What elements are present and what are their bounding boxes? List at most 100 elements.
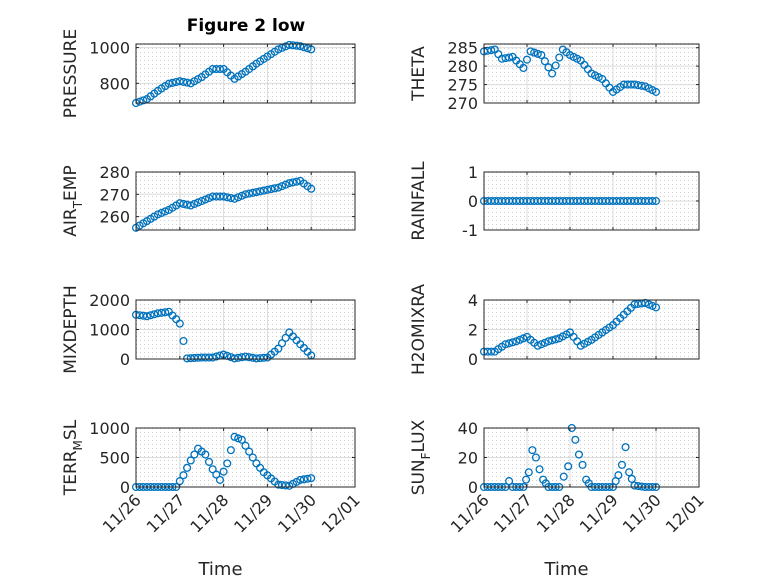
minor-grid bbox=[136, 172, 355, 230]
y-tick-label: 1000 bbox=[89, 419, 130, 438]
y-axis-label: RAINFALL bbox=[409, 161, 429, 241]
data-point bbox=[522, 475, 531, 484]
x-tick-label: 11/30 bbox=[274, 490, 320, 536]
data-point bbox=[307, 474, 316, 483]
data-point bbox=[208, 465, 217, 474]
data-point bbox=[621, 443, 630, 452]
data-point bbox=[197, 196, 206, 206]
data-point bbox=[241, 441, 250, 450]
data-point bbox=[578, 460, 587, 469]
data-point bbox=[226, 446, 235, 455]
data-point bbox=[505, 53, 514, 62]
axes-box bbox=[135, 171, 356, 231]
data-point bbox=[204, 193, 214, 203]
data-point bbox=[307, 184, 316, 193]
data-point bbox=[651, 196, 661, 206]
axes-box bbox=[483, 43, 700, 104]
data-point bbox=[274, 45, 283, 54]
series-markers bbox=[479, 45, 661, 96]
data-point bbox=[648, 196, 657, 206]
data-point bbox=[515, 335, 524, 344]
data-point bbox=[505, 477, 514, 486]
figure-title: Figure 2 low bbox=[187, 16, 306, 36]
y-tick-label: 0 bbox=[120, 350, 130, 369]
data-point bbox=[555, 53, 564, 62]
data-point bbox=[259, 186, 268, 195]
data-point bbox=[223, 459, 232, 468]
data-point bbox=[637, 81, 646, 90]
x-tick-label: 11/26 bbox=[447, 490, 493, 536]
y-tick-label: 4 bbox=[468, 291, 478, 310]
x-tick-label: 11/27 bbox=[490, 490, 536, 536]
subplot-rainfall: -1 0 1 RAINFALL bbox=[409, 161, 700, 241]
y-tick-label: 1 bbox=[468, 163, 478, 182]
series-markers bbox=[479, 298, 661, 356]
data-point bbox=[230, 194, 239, 203]
data-point bbox=[186, 456, 195, 465]
subplot-sun-flux: 0 20 40 SUNFLUX 11/2611/2711/2811/2911/3012/… bbox=[409, 419, 708, 580]
y-axis-label: H2OMIXRA bbox=[409, 284, 429, 375]
data-point bbox=[526, 47, 535, 56]
data-point bbox=[204, 457, 214, 466]
y-tick-label: 20 bbox=[458, 449, 478, 468]
data-point bbox=[524, 468, 533, 477]
data-point bbox=[219, 192, 228, 201]
data-point bbox=[139, 96, 148, 105]
data-point bbox=[292, 41, 301, 50]
data-point bbox=[183, 463, 192, 472]
data-point bbox=[487, 46, 496, 55]
subplot-air-temp: 260 270 280 AIRTEMP bbox=[61, 163, 356, 237]
data-point bbox=[146, 311, 155, 320]
data-point bbox=[274, 344, 283, 353]
y-tick-label: 1000 bbox=[89, 39, 130, 58]
data-point bbox=[528, 446, 537, 455]
data-point bbox=[571, 435, 580, 444]
data-point bbox=[281, 180, 290, 189]
x-tick-label: 11/28 bbox=[533, 490, 579, 536]
data-point bbox=[252, 188, 261, 197]
data-point bbox=[208, 353, 217, 362]
data-point bbox=[201, 195, 210, 204]
data-point bbox=[530, 48, 539, 57]
data-point bbox=[245, 189, 254, 198]
data-point bbox=[540, 338, 549, 347]
axes-box bbox=[135, 43, 356, 104]
data-point bbox=[285, 179, 294, 188]
x-axis-label: Time bbox=[543, 559, 588, 580]
y-tick-label: 2 bbox=[468, 321, 478, 340]
x-tick-label: 12/01 bbox=[318, 490, 364, 536]
data-point bbox=[544, 337, 553, 346]
data-point bbox=[533, 341, 542, 350]
data-point bbox=[292, 177, 301, 186]
x-tick-label: 11/28 bbox=[186, 490, 232, 536]
y-axis-label: SUNFLUX bbox=[409, 419, 433, 495]
series-markers bbox=[131, 176, 316, 232]
data-point bbox=[241, 352, 250, 361]
x-tick-label: 11/27 bbox=[143, 490, 189, 536]
data-point bbox=[551, 335, 560, 344]
data-point bbox=[617, 460, 627, 469]
series-markers bbox=[131, 307, 316, 363]
y-tick-label: -1 bbox=[462, 221, 478, 240]
data-point bbox=[230, 354, 239, 363]
data-point bbox=[266, 185, 276, 194]
x-tick-label: 12/01 bbox=[662, 490, 708, 536]
data-point bbox=[627, 474, 636, 483]
data-point bbox=[274, 183, 283, 192]
data-point bbox=[234, 434, 243, 443]
data-point bbox=[551, 61, 560, 70]
data-point bbox=[281, 481, 290, 490]
data-point bbox=[544, 63, 553, 72]
x-tick-label: 11/29 bbox=[230, 490, 276, 536]
data-point bbox=[505, 339, 514, 348]
data-point bbox=[537, 340, 546, 349]
x-tick-label: 11/29 bbox=[576, 490, 622, 536]
data-point bbox=[277, 339, 287, 348]
y-tick-label: 0 bbox=[468, 478, 478, 497]
data-point bbox=[150, 310, 159, 319]
data-point bbox=[157, 208, 166, 217]
y-tick-label: 0 bbox=[468, 350, 478, 369]
data-point bbox=[215, 475, 225, 484]
data-point bbox=[201, 450, 210, 459]
data-point bbox=[487, 347, 496, 356]
